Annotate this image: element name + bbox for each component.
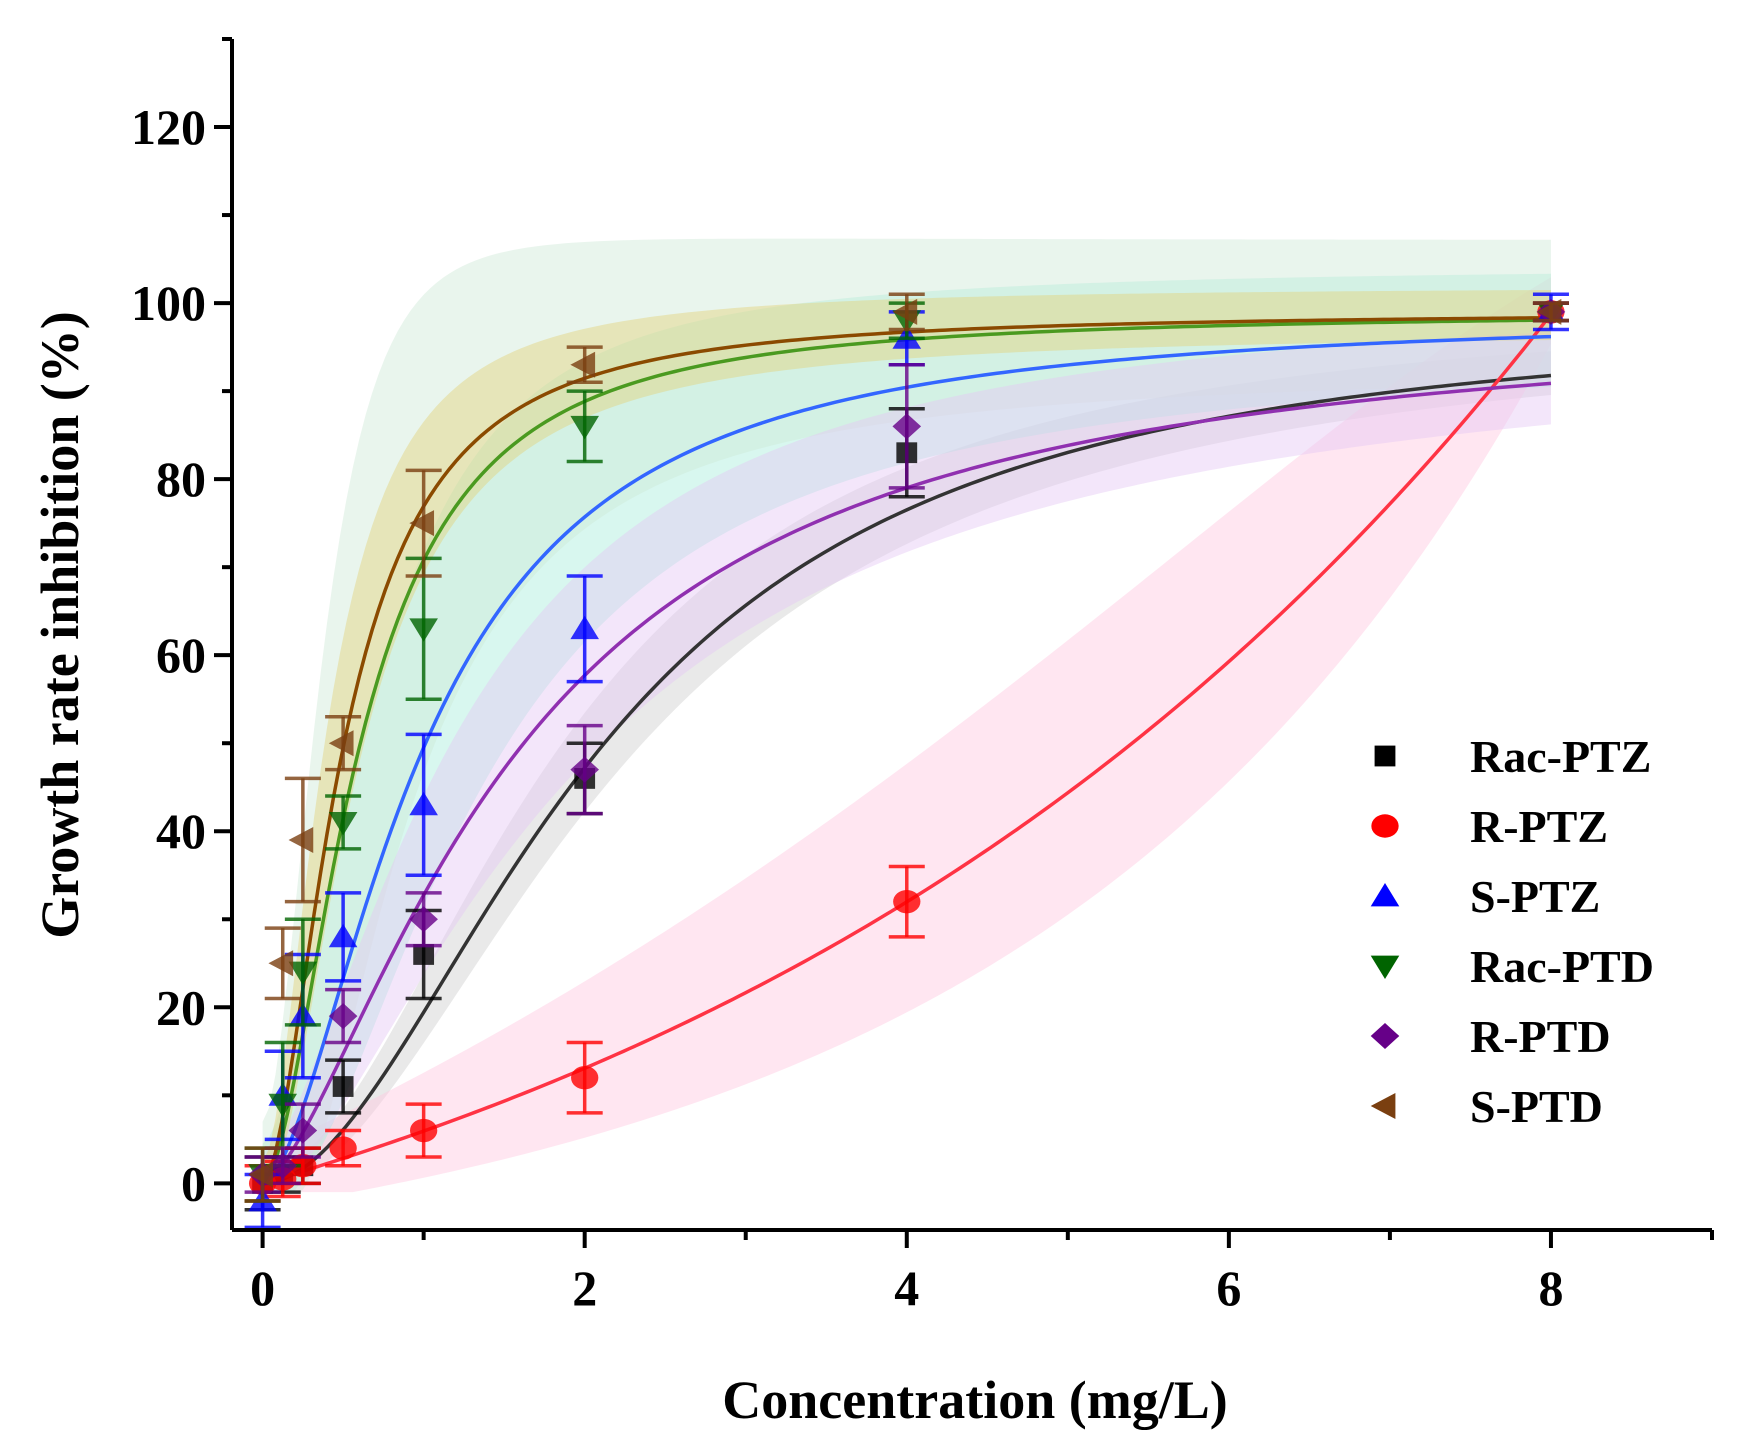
y-tick-label: 80 <box>156 451 206 507</box>
y-tick-label: 120 <box>131 99 206 155</box>
data-point-r-ptd <box>284 1102 321 1159</box>
data-point-rac-ptd <box>566 389 603 464</box>
x-tick-label: 6 <box>1216 1260 1241 1316</box>
data-point-s-ptz <box>325 891 362 983</box>
square-marker-rac-ptz <box>332 1076 354 1097</box>
triangle-down-marker-rac-ptd <box>570 415 599 440</box>
diamond-marker-r-ptd <box>570 756 599 783</box>
data-point-r-ptd <box>325 987 362 1045</box>
y-tick-label: 60 <box>156 627 206 683</box>
triangle-left-marker-s-ptd <box>328 730 354 757</box>
data-point-rac-ptz <box>405 908 442 1001</box>
triangle-up-marker-s-ptz <box>328 923 358 948</box>
triangle-up-marker-s-ptz <box>409 791 438 816</box>
legend-label: Rac-PTD <box>1470 941 1654 992</box>
data-point-s-ptd <box>888 292 925 332</box>
data-point-rac-ptd <box>325 794 362 851</box>
y-axis-title: Growth rate inhibition (%) <box>30 311 90 939</box>
y-tick-label: 20 <box>156 979 206 1035</box>
legend-label: S-PTD <box>1470 1081 1603 1132</box>
triangle-down-marker-rac-ptd <box>288 961 318 986</box>
confidence-band-s-ptz <box>262 273 1551 1193</box>
data-point-s-ptd <box>1532 298 1569 325</box>
data-point-r-ptd <box>566 723 603 816</box>
legend-item-s-ptd: S-PTD <box>1370 1081 1603 1132</box>
confidence-band-rac-ptd <box>262 238 1551 1193</box>
circle-legend-icon <box>1371 814 1399 838</box>
x-tick-label: 0 <box>250 1260 275 1316</box>
legend-label: R-PTZ <box>1470 801 1608 852</box>
triangle-down-legend-icon <box>1370 955 1400 979</box>
legend-item-s-ptz: S-PTZ <box>1370 871 1600 922</box>
triangle-left-marker-s-ptd <box>409 510 435 537</box>
confidence-bands <box>262 238 1551 1193</box>
circle-marker-r-ptz <box>409 1118 438 1143</box>
y-tick-label: 0 <box>181 1155 206 1211</box>
confidence-band-r-ptz <box>262 277 1551 1193</box>
legend-item-r-ptz: R-PTZ <box>1371 801 1608 852</box>
legend-item-rac-ptd: Rac-PTD <box>1370 941 1654 992</box>
triangle-left-marker-s-ptd <box>570 351 596 378</box>
data-point-s-ptd <box>325 715 362 772</box>
circle-marker-r-ptz <box>329 1136 357 1160</box>
x-tick-label: 8 <box>1538 1260 1563 1316</box>
diamond-marker-r-ptd <box>409 906 438 933</box>
diamond-marker-r-ptd <box>288 1117 318 1144</box>
square-legend-icon <box>1374 745 1396 767</box>
triangle-left-marker-s-ptd <box>288 827 314 854</box>
square-marker-rac-ptz <box>413 944 435 965</box>
data-point-s-ptd <box>284 776 321 904</box>
triangle-left-marker-s-ptd <box>892 298 918 325</box>
circle-marker-r-ptz <box>893 889 921 914</box>
confidence-band-r-ptd <box>262 332 1551 1193</box>
triangle-up-marker-s-ptz <box>570 615 599 640</box>
triangle-down-marker-rac-ptd <box>268 1093 298 1118</box>
legend: Rac-PTZ R-PTZ S-PTZ Rac-PTD R-PTD S-PTD <box>1370 731 1654 1132</box>
fit-curve-rac-ptz <box>262 373 1552 1186</box>
data-point-s-ptz <box>405 732 442 878</box>
data-point-r-ptz <box>888 864 925 939</box>
data-point-r-ptz <box>325 1128 362 1168</box>
diamond-marker-r-ptd <box>328 1003 358 1030</box>
data-point-rac-ptd <box>284 917 321 1027</box>
triangle-left-marker-s-ptd <box>268 950 294 977</box>
legend-label: Rac-PTZ <box>1470 731 1651 782</box>
circle-marker-r-ptz <box>571 1066 599 1090</box>
legend-label: S-PTZ <box>1470 871 1600 922</box>
data-point-r-ptz <box>566 1040 603 1115</box>
data-point-r-ptd <box>888 362 925 490</box>
data-point-r-ptz <box>284 1146 321 1186</box>
data-point-r-ptd <box>405 891 442 948</box>
triangle-up-legend-icon <box>1370 883 1400 907</box>
triangle-down-marker-rac-ptd <box>328 812 358 836</box>
legend-label: R-PTD <box>1470 1011 1611 1062</box>
triangle-down-marker-rac-ptd <box>409 618 438 642</box>
triangle-left-marker-s-ptd <box>248 1161 273 1188</box>
diamond-legend-icon <box>1370 1023 1400 1049</box>
data-point-s-ptd <box>566 345 603 385</box>
x-tick-label: 4 <box>894 1260 919 1316</box>
x-axis-title: Concentration (mg/L) <box>722 1370 1227 1430</box>
x-tick-label: 2 <box>572 1260 597 1316</box>
data-point-s-ptd <box>244 1146 281 1203</box>
data-point-s-ptd <box>405 468 442 578</box>
data-point-r-ptz <box>405 1102 442 1159</box>
triangle-left-legend-icon <box>1370 1093 1396 1119</box>
data-point-s-ptz <box>566 574 603 684</box>
y-tick-label: 40 <box>156 803 206 859</box>
data-point-s-ptd <box>264 926 301 1001</box>
diamond-marker-r-ptd <box>892 413 922 440</box>
circle-marker-r-ptz <box>289 1154 317 1178</box>
diamond-marker-r-ptd <box>268 1152 298 1179</box>
confidence-band-rac-ptz <box>262 351 1551 1193</box>
triangle-left-marker-s-ptd <box>1536 298 1562 325</box>
data-points <box>244 292 1569 1230</box>
legend-item-r-ptd: R-PTD <box>1370 1011 1611 1062</box>
y-tick-label: 100 <box>131 275 206 331</box>
legend-item-rac-ptz: Rac-PTZ <box>1374 731 1651 782</box>
data-point-rac-ptz <box>325 1058 362 1115</box>
